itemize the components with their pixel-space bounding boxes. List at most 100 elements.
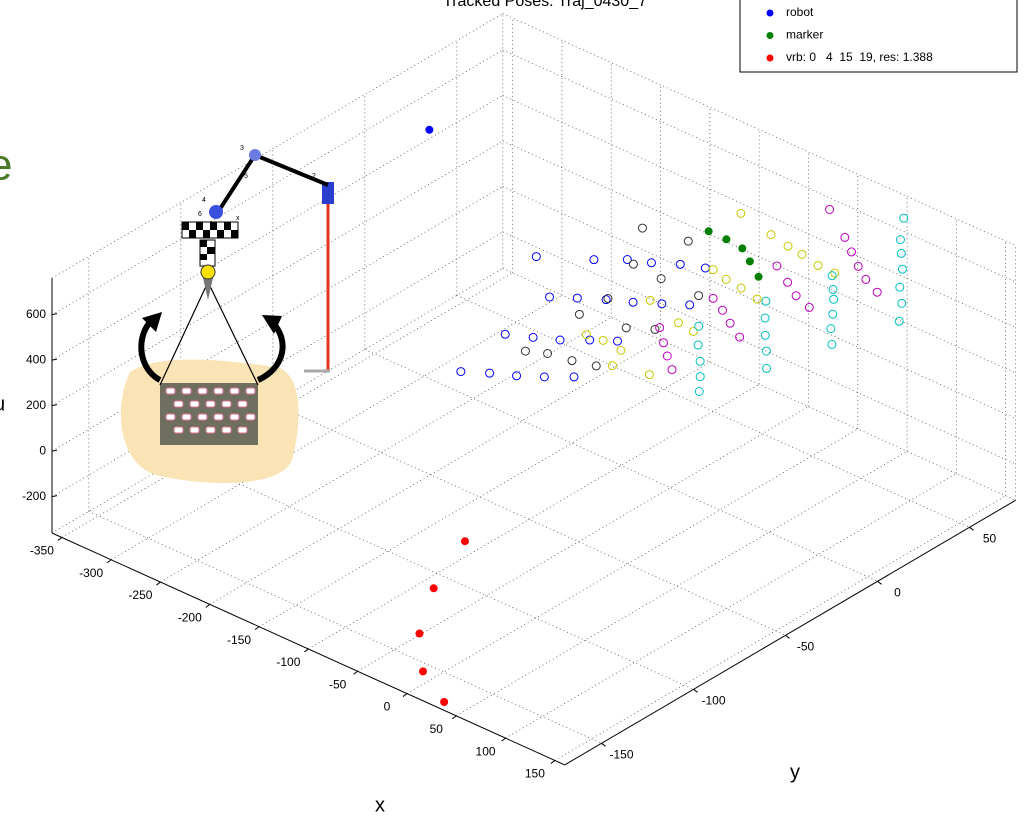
point — [766, 230, 776, 240]
tick-mark — [693, 688, 698, 693]
point — [528, 332, 538, 342]
point — [783, 241, 793, 251]
legend-box — [739, 0, 1018, 73]
point — [828, 284, 838, 294]
point — [531, 252, 541, 262]
point — [646, 258, 656, 268]
x-tick-label: -300 — [79, 566, 103, 580]
point — [598, 335, 608, 345]
point — [622, 255, 632, 265]
tick-mark — [51, 449, 58, 452]
legend-label: vrb: 0 4 15 19, res: 1.388 — [786, 50, 933, 64]
point — [628, 259, 638, 269]
point — [804, 302, 814, 312]
point — [899, 213, 909, 223]
y-tick-label: -100 — [702, 693, 726, 707]
point — [628, 297, 638, 307]
x-tick-label: -200 — [178, 611, 202, 625]
grid-line — [502, 140, 1016, 374]
point — [827, 271, 837, 281]
box-edge — [502, 13, 1016, 246]
point — [667, 365, 677, 375]
x-tick-label: -100 — [276, 655, 300, 669]
point — [754, 272, 763, 281]
tick-mark — [785, 634, 790, 639]
rotation-arrow — [138, 320, 162, 383]
grid-line — [505, 473, 957, 739]
legend-marker — [766, 54, 774, 62]
point — [485, 368, 495, 378]
point — [456, 367, 466, 377]
robot-illustration: e 3 5 — [0, 141, 334, 483]
point — [695, 372, 705, 382]
point — [569, 372, 579, 382]
x-tick-label: 150 — [525, 767, 545, 781]
y-tick-label: -50 — [797, 639, 815, 653]
grid-line — [456, 450, 908, 717]
tick-mark — [550, 760, 556, 764]
point — [581, 330, 591, 340]
point — [704, 227, 713, 236]
tick-mark — [451, 715, 457, 720]
arrow-head — [142, 312, 162, 332]
caption-fragment: e — [0, 141, 12, 190]
point — [673, 318, 683, 328]
point — [662, 351, 672, 361]
point — [708, 293, 718, 303]
robot-joint — [322, 182, 334, 204]
point — [591, 361, 601, 371]
point — [555, 335, 565, 345]
point — [429, 584, 438, 593]
point — [762, 363, 772, 373]
point — [894, 316, 904, 326]
tick-mark — [156, 581, 161, 586]
point — [736, 283, 746, 293]
grid-line — [88, 511, 602, 744]
grid-line — [554, 495, 1006, 761]
point — [708, 265, 718, 275]
point — [752, 294, 762, 304]
grid-line — [502, 95, 1016, 328]
y-axis-label: y — [790, 761, 800, 783]
point — [827, 339, 837, 349]
point — [688, 326, 698, 336]
tick-mark — [51, 404, 58, 407]
grid-line — [180, 457, 694, 690]
box-edge — [502, 268, 1016, 501]
tick-mark — [254, 626, 260, 631]
joint-label: x — [236, 215, 240, 222]
tick-mark — [501, 737, 506, 742]
tick-mark — [51, 358, 58, 361]
tick-mark — [51, 495, 58, 498]
x-tick-label: -350 — [30, 544, 54, 558]
point — [761, 296, 771, 306]
point — [415, 629, 424, 638]
point — [656, 274, 666, 284]
axis-line — [51, 532, 565, 766]
point — [847, 247, 857, 257]
tick-mark — [304, 648, 309, 653]
joint-label: 4 — [202, 197, 206, 204]
joint-label: 5 — [244, 173, 248, 180]
legend: robot marker vrb: 0 4 15 19, res: 1.388 — [739, 0, 1018, 73]
joint-label: 2 — [312, 173, 316, 180]
point — [655, 323, 665, 333]
point — [897, 298, 907, 308]
board — [160, 383, 258, 445]
point — [828, 309, 838, 319]
point — [760, 330, 770, 340]
point — [572, 293, 582, 303]
point — [826, 324, 836, 334]
grid-line — [502, 186, 1016, 419]
point — [460, 537, 469, 546]
x-tick-label: -250 — [128, 588, 152, 602]
axis-line — [564, 499, 1016, 766]
point — [772, 261, 782, 271]
point — [659, 338, 669, 348]
point — [761, 346, 771, 356]
point — [718, 305, 728, 315]
point — [721, 274, 731, 284]
point — [725, 318, 735, 328]
point — [791, 291, 801, 301]
joint-label: 3 — [240, 145, 244, 152]
